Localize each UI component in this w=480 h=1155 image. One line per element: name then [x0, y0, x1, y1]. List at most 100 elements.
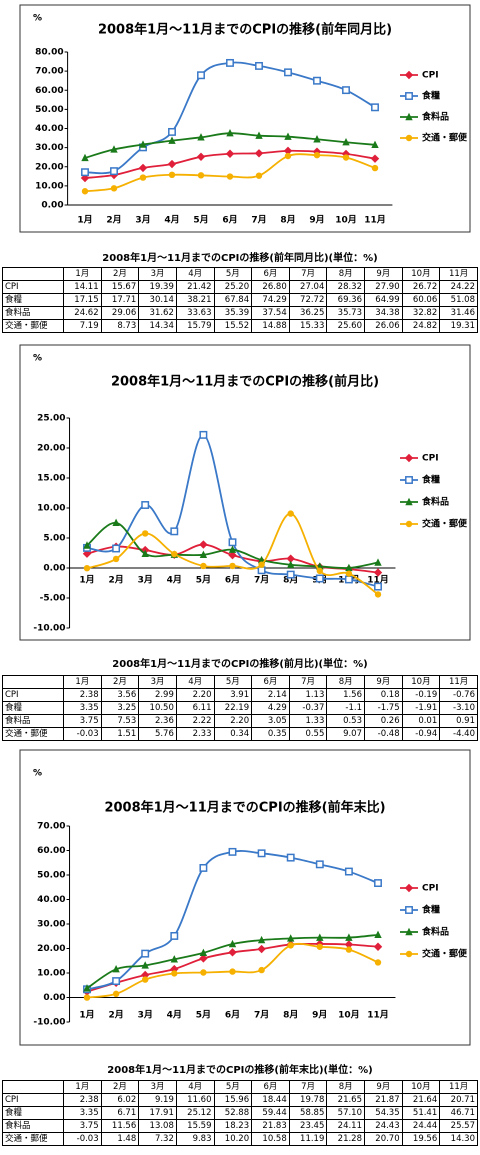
- marker: [405, 112, 413, 121]
- marker: [168, 136, 176, 144]
- value-cell: -1.91: [401, 701, 441, 715]
- marker: [141, 549, 149, 558]
- value-cell: 14.30: [439, 1132, 478, 1146]
- marker: [142, 976, 149, 983]
- y-tick-label: -10.00: [33, 1018, 65, 1028]
- marker: [141, 501, 150, 509]
- marker: [404, 883, 414, 893]
- marker: [405, 520, 413, 528]
- value-cell: 38.21: [175, 293, 215, 307]
- marker: [316, 933, 324, 941]
- legend-label: 交通・郵便: [422, 518, 468, 530]
- marker: [258, 561, 265, 568]
- value-cell: 19.78: [288, 1093, 328, 1107]
- value-cell: 58.85: [288, 1106, 328, 1120]
- value-cell: 0.01: [401, 714, 441, 728]
- marker: [374, 930, 382, 939]
- marker: [257, 849, 266, 858]
- row-label: 交通・郵便: [2, 1132, 64, 1146]
- y-tick-label: 10.00: [37, 504, 65, 514]
- marker: [112, 555, 120, 563]
- value-cell: 3.75: [63, 714, 102, 728]
- marker: [200, 562, 207, 570]
- marker: [112, 518, 120, 527]
- marker: [226, 58, 234, 67]
- marker: [229, 562, 236, 570]
- y-tick-label: 20.00: [37, 944, 65, 954]
- value-cell: -0.94: [401, 727, 441, 741]
- row-label: 交通・郵便: [2, 319, 64, 333]
- marker: [83, 541, 91, 549]
- marker: [228, 948, 237, 957]
- y-tick-label: 60.00: [35, 86, 63, 96]
- value-cell: -0.03: [63, 727, 102, 741]
- x-tick-label: 9月: [312, 1010, 327, 1021]
- series-line: [86, 433, 379, 588]
- y-tick-label: 10.00: [37, 969, 65, 979]
- header-cell: 1月: [63, 675, 102, 689]
- value-cell: -0.19: [401, 688, 441, 702]
- marker: [405, 950, 413, 958]
- value-cell: 24.43: [364, 1119, 403, 1133]
- marker: [405, 497, 413, 506]
- table-row: 食料品 3.75 11.56 13.08 15.59 18.23 21.83 23.45 24.…: [2, 1119, 478, 1133]
- header-cell: 6月: [251, 267, 290, 281]
- value-cell: 26.06: [364, 319, 403, 333]
- chart-frame: [19, 4, 471, 233]
- marker: [287, 942, 294, 949]
- value-cell: 10.58: [251, 1132, 290, 1146]
- y-tick-label: 40.00: [35, 124, 63, 134]
- header-cell: 9月: [364, 1080, 403, 1094]
- header-cell: 9月: [364, 267, 403, 281]
- legend-label: 食料品: [421, 496, 449, 508]
- marker: [255, 131, 263, 139]
- marker: [170, 964, 179, 974]
- header-cell: 8月: [326, 1080, 365, 1094]
- marker: [199, 863, 208, 872]
- marker: [112, 990, 120, 998]
- value-cell: 33.63: [175, 306, 215, 320]
- value-cell: 6.71: [100, 1106, 140, 1120]
- y-tick-label: 5.00: [43, 534, 65, 544]
- value-cell: 21.28: [326, 1132, 365, 1146]
- y-tick-label: -5.00: [40, 594, 66, 604]
- x-tick-label: 6月: [225, 575, 240, 586]
- marker: [81, 153, 89, 162]
- table-row: 食糧 17.15 17.71 30.14 38.21 67.84 74.29 72.72 69.…: [2, 293, 478, 307]
- value-cell: 17.71: [100, 293, 140, 307]
- marker: [228, 550, 237, 560]
- value-cell: 36.25: [288, 306, 328, 320]
- value-cell: 1.48: [100, 1132, 140, 1146]
- value-cell: -1.1: [326, 701, 365, 715]
- value-cell: 6.11: [175, 701, 215, 715]
- header-cell: 3月: [138, 267, 177, 281]
- value-cell: 51.08: [439, 293, 478, 307]
- header-row: 1月 2月 3月 4月 5月 6月 7月 8月 9月 10月 11月: [2, 1080, 478, 1094]
- row-label: CPI: [2, 1093, 64, 1107]
- x-tick-label: 9月: [309, 215, 324, 226]
- marker: [228, 545, 237, 553]
- value-cell: -3.10: [439, 701, 478, 715]
- marker: [316, 943, 323, 950]
- marker: [345, 946, 353, 953]
- header-cell: [2, 1080, 64, 1094]
- value-cell: 14.11: [63, 280, 102, 294]
- value-cell: 0.26: [364, 714, 403, 728]
- x-tick-label: 10月: [335, 215, 357, 226]
- value-cell: 31.46: [439, 306, 478, 320]
- table-row: CPI 2.38 3.56 2.99 2.20 3.91 2.14 1.13 1.56 0.18-…: [2, 688, 478, 702]
- value-cell: 11.60: [175, 1093, 215, 1107]
- value-cell: 0.91: [439, 714, 478, 728]
- y-tick-label: 80.00: [35, 48, 63, 58]
- marker: [286, 554, 295, 563]
- x-tick-label: 11月: [367, 1010, 389, 1021]
- marker: [199, 954, 208, 963]
- value-cell: 3.35: [63, 1106, 102, 1120]
- value-cell: 21.64: [401, 1093, 441, 1107]
- marker: [138, 163, 148, 173]
- marker: [286, 570, 295, 579]
- header-cell: 1月: [63, 267, 102, 281]
- header-cell: 5月: [213, 267, 253, 281]
- x-tick-label: 8月: [280, 215, 295, 226]
- marker: [83, 564, 91, 572]
